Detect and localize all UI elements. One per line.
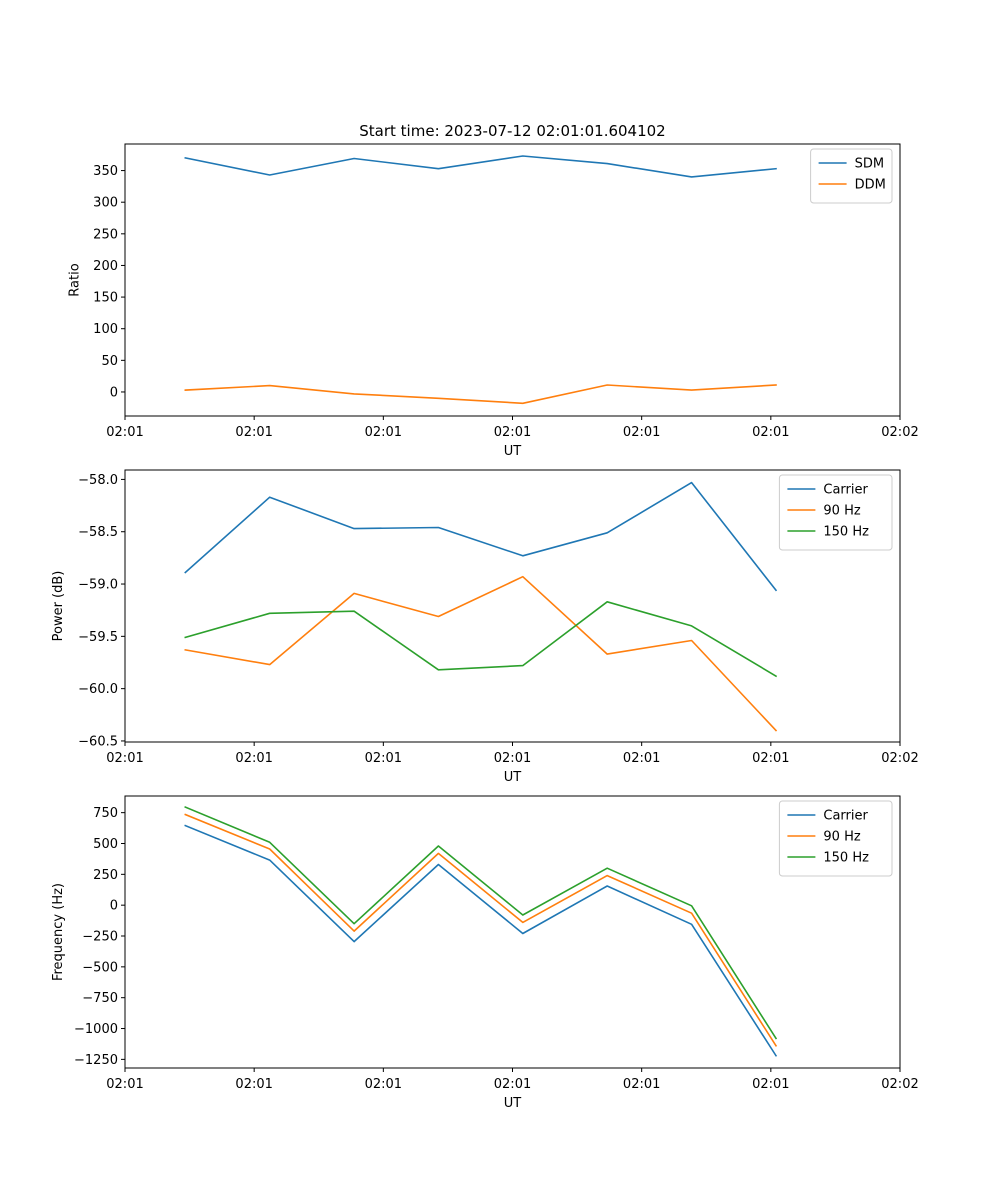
frequency-x-tick-label: 02:01 [752,1077,789,1092]
ratio-y-tick-label: 100 [93,322,118,337]
frequency-y-tick-label: −500 [82,960,118,975]
ratio-x-axis-label: UT [504,444,522,459]
frequency-series-90-hz [184,813,778,1047]
power-y-tick-label: −58.0 [78,473,118,488]
ratio-y-axis-label: Ratio [67,263,82,296]
frequency-legend-label: 90 Hz [823,830,860,845]
power-legend-label: 90 Hz [823,504,860,519]
ratio-x-tick-label: 02:01 [752,425,789,440]
power-legend: Carrier 90 Hz 150 Hz [778,474,893,551]
frequency-y-tick-label: 750 [93,806,118,821]
power-y-tick-label: −58.5 [78,525,118,540]
frequency-x-tick-label: 02:01 [106,1077,143,1092]
ratio-legend-label: DDM [855,178,886,193]
ratio-legend: SDM DDM [810,148,893,204]
power-x-tick-label: 02:01 [623,751,660,766]
power-x-tick-label: 02:02 [881,751,918,766]
power-series-150-hz [184,600,778,678]
frequency-chart: 02:01 02:01 02:01 02:01 02:01 02:01 02:02 −1250… [51,795,919,1111]
power-x-axis-label: UT [504,770,522,785]
frequency-legend-label: Carrier [823,809,868,824]
ratio-legend-label: SDM [855,157,884,172]
frequency-y-tick-label: 250 [93,868,118,883]
ratio-y-tick-label: 50 [101,354,118,369]
ratio-series-sdm [184,155,777,178]
frequency-legend: Carrier 90 Hz 150 Hz [778,800,893,877]
power-x-tick-label: 02:01 [494,751,531,766]
frequency-x-tick-label: 02:01 [623,1077,660,1092]
power-x-tick-label: 02:01 [752,751,789,766]
frequency-x-tick-label: 02:01 [494,1077,531,1092]
frequency-legend-label: 150 Hz [823,851,869,866]
ratio-y-tick-label: 0 [110,385,118,400]
power-legend-label: Carrier [823,483,868,498]
frequency-x-tick-label: 02:01 [235,1077,272,1092]
power-y-tick-label: −60.5 [78,734,118,749]
chart-title: Start time: 2023-07-12 02:01:01.604102 [359,122,665,140]
power-series-carrier [184,481,778,592]
frequency-series-carrier [184,824,778,1057]
frequency-y-axis-label: Frequency (Hz) [51,883,66,981]
power-y-tick-label: −59.0 [78,578,118,593]
frequency-y-tick-label: −750 [82,991,118,1006]
ratio-y-tick-label: 150 [93,291,118,306]
ratio-x-tick-label: 02:01 [494,425,531,440]
frequency-series-150-hz [184,806,778,1040]
ratio-y-tick-label: 250 [93,227,118,242]
ratio-chart: 02:01 02:01 02:01 02:01 02:01 02:01 02:02 0 50 10… [67,143,919,459]
ratio-series-ddm [184,384,777,405]
ratio-y-tick-label: 350 [93,164,118,179]
ratio-y-tick-label: 200 [93,259,118,274]
power-chart: 02:01 02:01 02:01 02:01 02:01 02:01 02:02 −60.5… [51,469,919,785]
power-x-tick-label: 02:01 [106,751,143,766]
frequency-y-tick-label: −1250 [74,1053,118,1068]
power-legend-label: 150 Hz [823,525,869,540]
frequency-y-tick-label: 500 [93,837,118,852]
frequency-x-tick-label: 02:02 [881,1077,918,1092]
ratio-x-tick-label: 02:01 [106,425,143,440]
ratio-y-tick-label: 300 [93,196,118,211]
power-y-tick-label: −59.5 [78,630,118,645]
frequency-x-axis-label: UT [504,1096,522,1111]
frequency-x-tick-label: 02:01 [365,1077,402,1092]
frequency-y-tick-label: −250 [82,930,118,945]
ratio-x-tick-label: 02:01 [365,425,402,440]
ratio-x-tick-label: 02:02 [881,425,918,440]
ratio-x-tick-label: 02:01 [235,425,272,440]
power-series-90-hz [184,575,778,732]
frequency-y-tick-label: 0 [110,899,118,914]
power-x-tick-label: 02:01 [235,751,272,766]
power-y-axis-label: Power (dB) [51,571,66,642]
power-x-tick-label: 02:01 [365,751,402,766]
frequency-y-tick-label: −1000 [74,1022,118,1037]
ratio-x-tick-label: 02:01 [623,425,660,440]
power-y-tick-label: −60.0 [78,682,118,697]
